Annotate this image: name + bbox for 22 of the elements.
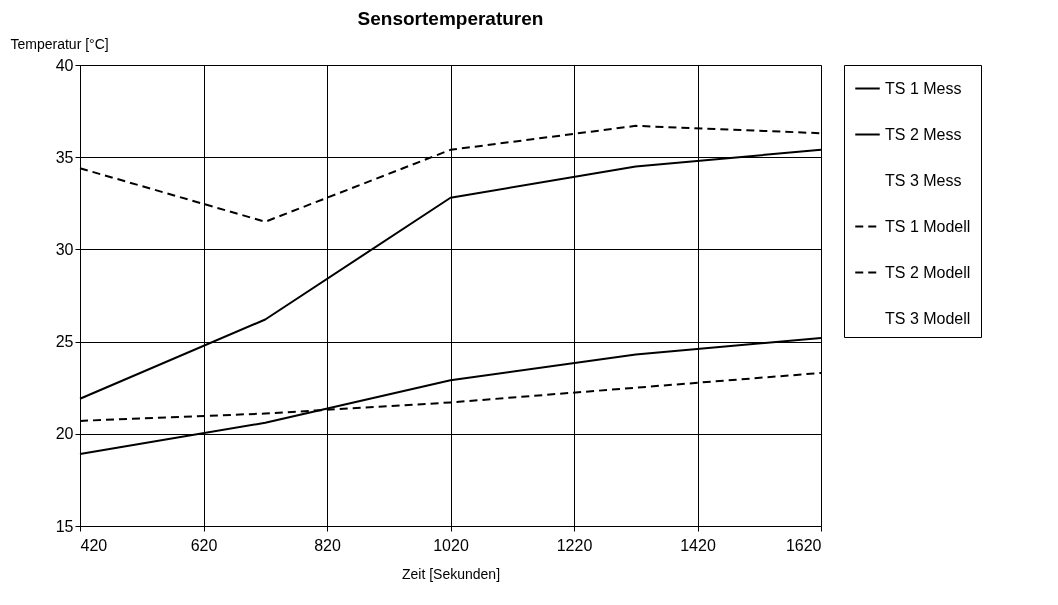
legend-label: TS 1 Modell: [885, 217, 971, 235]
x-tick-label: 620: [190, 536, 218, 554]
x-tick-label: 1620: [785, 536, 822, 554]
x-tick-label: 820: [314, 536, 341, 554]
x-tick-label: 420: [80, 536, 108, 554]
y-axis-title: Temperatur [°C]: [10, 35, 109, 52]
text: TS 3 Modell: [885, 309, 971, 327]
y-tick-label: 15: [55, 517, 74, 535]
y-tick-label: 30: [55, 240, 74, 258]
legend-label: TS 2 Mess: [885, 125, 962, 143]
x-tick-label: 1020: [433, 536, 469, 554]
legend-label: TS 1 Mess: [885, 79, 962, 97]
y-tick-label: 20: [55, 425, 74, 443]
x-axis-title: Zeit [Sekunden]: [401, 565, 501, 582]
y-tick-label: 40: [55, 56, 74, 74]
chart-title: Sensortemperaturen: [357, 8, 544, 29]
text: TS 3 Mess: [885, 171, 962, 189]
legend-label: TS 2 Modell: [885, 263, 971, 281]
x-tick-label: 1420: [680, 536, 716, 554]
y-tick-label: 25: [55, 333, 74, 351]
y-tick-label: 35: [55, 148, 74, 166]
x-tick-label: 1220: [556, 536, 593, 554]
